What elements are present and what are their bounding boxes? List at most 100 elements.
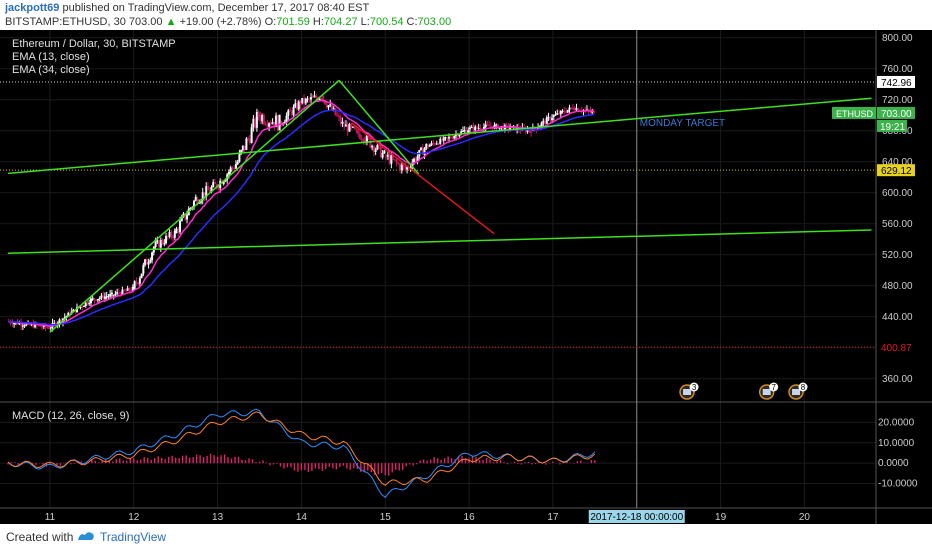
candle-body: [470, 126, 473, 128]
candle-body: [145, 259, 148, 265]
candle-body: [206, 186, 209, 190]
macd-legend: MACD (12, 26, close, 9): [12, 410, 130, 422]
candle-body: [287, 110, 290, 116]
candle-body: [37, 325, 40, 327]
candle-body: [135, 281, 138, 283]
candle-body: [395, 159, 398, 163]
candle-body: [278, 114, 281, 131]
candle-body: [446, 137, 449, 139]
candle-body: [479, 127, 482, 130]
footer: Created with TradingView: [0, 524, 932, 550]
candle-body: [474, 126, 477, 131]
candle-body: [58, 319, 61, 324]
candle-body: [351, 126, 354, 128]
countdown: 19:21: [880, 122, 905, 133]
candle-body: [453, 136, 456, 139]
event-count-badge: [769, 382, 779, 392]
candle-body: [442, 137, 445, 141]
candle-body: [266, 124, 269, 127]
time-axis-label: 14: [296, 512, 308, 523]
candle-body: [227, 171, 230, 175]
time-axis-label: 11: [45, 512, 56, 523]
candle-body: [488, 124, 491, 127]
candle-body: [93, 298, 96, 300]
us-flag-icon: [683, 389, 692, 395]
candle-body: [364, 136, 367, 143]
candle-body: [257, 112, 260, 117]
candle-body: [100, 295, 103, 299]
author-link[interactable]: jackpott69: [5, 2, 60, 14]
cursor-time-box: [588, 510, 685, 523]
trendline[interactable]: [49, 79, 340, 333]
candle-body: [173, 230, 176, 238]
candle-body: [565, 111, 568, 113]
downtrend-line[interactable]: [351, 122, 495, 235]
candle-body: [245, 138, 248, 151]
candle-body: [427, 146, 430, 148]
candle-body: [144, 259, 147, 265]
candle-body: [355, 128, 358, 130]
candle-body: [386, 154, 389, 157]
candle-body: [337, 115, 340, 117]
time-axis-label: 13: [212, 512, 224, 523]
candle-body: [217, 185, 220, 189]
candle-body: [310, 97, 313, 100]
candle-body: [308, 98, 311, 100]
candle-body: [489, 126, 492, 128]
candle-body: [385, 155, 388, 157]
trendline[interactable]: [338, 79, 420, 175]
candle-body: [570, 107, 573, 109]
candle-body: [463, 130, 466, 132]
trendline[interactable]: [7, 97, 872, 175]
candle-body: [170, 232, 173, 237]
candle-body: [138, 278, 141, 284]
candle-body: [193, 200, 196, 208]
candle-body: [234, 164, 237, 169]
us-flag-icon: [762, 389, 771, 395]
candle-body: [325, 104, 328, 108]
price-axis-label: 760.00: [882, 64, 913, 75]
candle-body: [23, 325, 26, 327]
candle-body: [128, 288, 131, 291]
candle-body: [439, 138, 442, 144]
candle-body: [421, 147, 424, 155]
candle-body: [65, 316, 68, 318]
tradingview-link[interactable]: TradingView: [100, 530, 167, 544]
chart-canvas[interactable]: MONDAY TARGET378360.00400.00440.00480.00…: [0, 30, 932, 524]
candle-body: [264, 123, 267, 125]
candle-body: [82, 306, 85, 308]
macd-axis-label: 10.0000: [878, 438, 915, 449]
candle-body: [261, 115, 264, 122]
candle-body: [213, 182, 216, 185]
candle-body: [350, 123, 353, 127]
candle-body: [109, 294, 112, 297]
candle-body: [303, 98, 306, 104]
candle-body: [559, 111, 562, 115]
candle-body: [84, 302, 87, 307]
candle-body: [60, 319, 63, 322]
candle-body: [406, 166, 409, 170]
candle-body: [102, 295, 105, 299]
price-label: 742.96: [881, 78, 912, 89]
candle-body: [341, 121, 344, 124]
tradingview-logo-icon[interactable]: [76, 529, 96, 543]
candle-body: [378, 145, 381, 147]
ema34-legend: EMA (34, close): [12, 64, 90, 76]
price-axis-label: 480.00: [882, 281, 913, 292]
candle-body: [591, 111, 594, 113]
candle-body: [20, 322, 23, 326]
candle-body: [313, 95, 316, 98]
chart-svg[interactable]: MONDAY TARGET378360.00400.00440.00480.00…: [0, 30, 932, 524]
candle-body: [323, 99, 326, 105]
trendline[interactable]: [7, 229, 872, 254]
price-label-box: [877, 106, 915, 119]
candle-body: [79, 306, 82, 308]
candle-body: [42, 324, 45, 327]
candle-body: [41, 326, 44, 328]
candle-body: [374, 149, 377, 153]
candle-body: [159, 240, 162, 248]
up-arrow-icon: ▲: [165, 16, 177, 28]
candle-body: [13, 322, 16, 325]
price-label: 629.12: [881, 166, 912, 177]
candle-body: [292, 107, 295, 115]
